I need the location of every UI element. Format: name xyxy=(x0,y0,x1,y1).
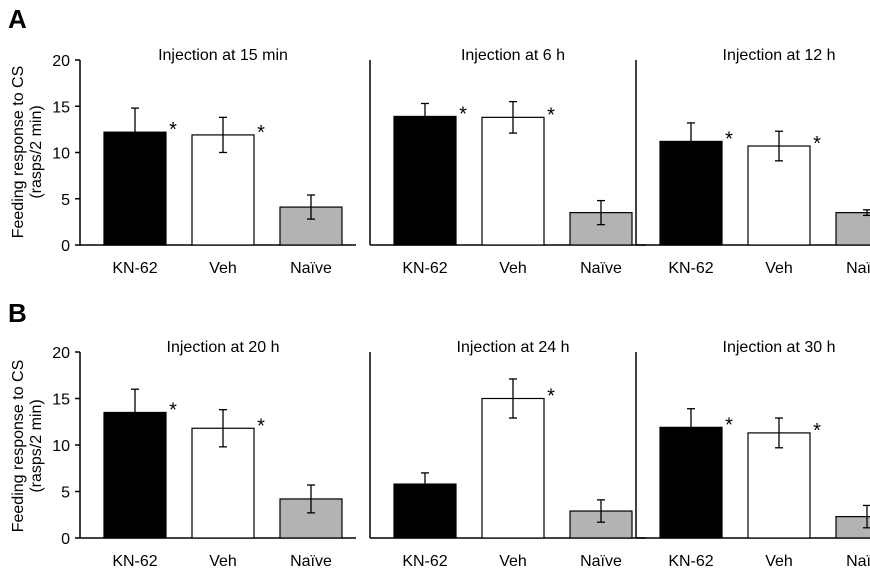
y-tick-label: 0 xyxy=(61,238,70,255)
significance-marker: * xyxy=(813,420,821,442)
y-tick-label: 20 xyxy=(52,345,70,362)
chart-panels: Injection at 15 min 0 5 10 15 20 * KN-62 * Veh Naï… xyxy=(52,47,870,568)
chart-a-3: Injection at 12 h * KN-62 * Veh Naïve xyxy=(635,47,870,277)
bar-veh xyxy=(481,397,545,539)
significance-marker: * xyxy=(725,414,733,436)
category-label: KN-62 xyxy=(668,260,713,277)
bar-kn-62 xyxy=(393,115,457,246)
category-label: Veh xyxy=(209,553,237,568)
bar-na-ve xyxy=(835,212,870,246)
y-tick-label: 10 xyxy=(52,146,70,163)
chart-b-1: Injection at 20 h 0 5 10 15 20 * KN-62 * Veh Naïve xyxy=(52,339,356,568)
category-label: Naïve xyxy=(846,553,870,568)
chart-title: Injection at 12 h xyxy=(723,47,836,64)
significance-marker: * xyxy=(547,386,555,408)
chart-a-2: Injection at 6 h * KN-62 * Veh Naïve xyxy=(369,47,646,277)
y-axis-label-b-line1: Feeding response to CS xyxy=(10,360,27,533)
y-tick-label: 20 xyxy=(52,53,70,70)
y-tick-label: 10 xyxy=(52,438,70,455)
bar-veh xyxy=(481,116,545,246)
category-label: KN-62 xyxy=(402,553,447,568)
y-tick-label: 0 xyxy=(61,531,70,548)
category-label: KN-62 xyxy=(668,553,713,568)
category-label: Veh xyxy=(765,553,793,568)
chart-title: Injection at 30 h xyxy=(723,339,836,356)
significance-marker: * xyxy=(813,133,821,155)
chart-title: Injection at 24 h xyxy=(457,339,570,356)
category-label: Naïve xyxy=(580,260,622,277)
category-label: Veh xyxy=(765,260,793,277)
y-axis-label-a-line1: Feeding response to CS xyxy=(10,66,27,239)
significance-marker: * xyxy=(169,399,177,421)
category-label: Veh xyxy=(499,260,527,277)
category-label: Naïve xyxy=(290,553,332,568)
chart-title: Injection at 15 min xyxy=(158,47,288,64)
panel-letter-b: B xyxy=(8,298,27,328)
category-label: KN-62 xyxy=(402,260,447,277)
significance-marker: * xyxy=(257,415,265,437)
category-label: Veh xyxy=(499,553,527,568)
category-label: Naïve xyxy=(846,260,870,277)
y-tick-label: 5 xyxy=(61,485,70,502)
significance-marker: * xyxy=(257,122,265,144)
significance-marker: * xyxy=(459,103,467,125)
significance-marker: * xyxy=(547,104,555,126)
y-tick-label: 15 xyxy=(52,392,70,409)
category-label: KN-62 xyxy=(112,553,157,568)
category-label: Veh xyxy=(209,260,237,277)
chart-title: Injection at 6 h xyxy=(461,47,565,64)
category-label: Naïve xyxy=(580,553,622,568)
bar-veh xyxy=(747,432,811,539)
category-label: Naïve xyxy=(290,260,332,277)
y-tick-label: 15 xyxy=(52,99,70,116)
y-axis-label-a-line2: (rasps/2 min) xyxy=(28,105,45,198)
bar-veh xyxy=(747,145,811,246)
chart-b-2: Injection at 24 h KN-62 * Veh Naïve xyxy=(369,339,646,568)
chart-title: Injection at 20 h xyxy=(167,339,280,356)
bar-veh xyxy=(191,134,255,246)
y-axis-label-b-line2: (rasps/2 min) xyxy=(28,399,45,492)
significance-marker: * xyxy=(725,128,733,150)
significance-marker: * xyxy=(169,119,177,141)
chart-b-3: Injection at 30 h * KN-62 * Veh Naïve xyxy=(635,339,870,568)
panel-letter-a: A xyxy=(8,4,27,34)
category-label: KN-62 xyxy=(112,260,157,277)
chart-a-1: Injection at 15 min 0 5 10 15 20 * KN-62 * Veh Naï… xyxy=(52,47,356,277)
y-tick-label: 5 xyxy=(61,192,70,209)
